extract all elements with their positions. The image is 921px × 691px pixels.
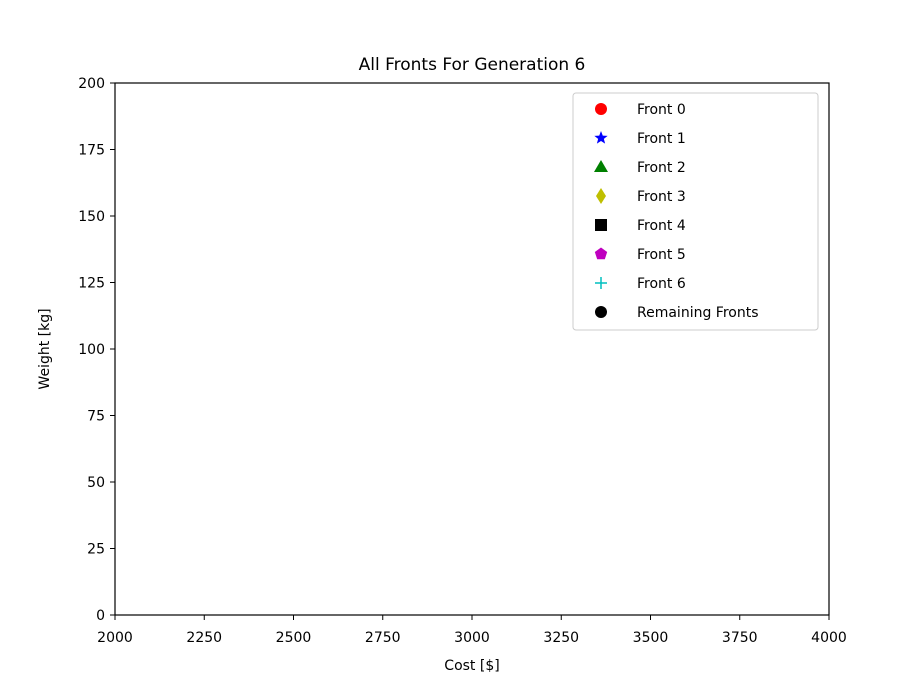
square-marker [595, 219, 607, 231]
pentagon-marker [594, 247, 608, 260]
x-tick-label: 3250 [543, 630, 579, 646]
y-tick-label: 0 [96, 608, 105, 624]
circle-marker [595, 103, 607, 115]
legend-entry: Front 3 [596, 188, 686, 205]
x-axis-label: Cost [$] [444, 658, 499, 674]
x-tick-label: 4000 [811, 630, 847, 646]
legend-entry-label: Front 0 [637, 102, 686, 118]
legend-entry: Front 2 [594, 160, 686, 176]
legend-entry: Front 1 [594, 131, 686, 147]
legend-entry: Remaining Fronts [595, 305, 759, 321]
legend: Front 0 Front 1 Front 2 Front 3 Front 4 Front… [572, 92, 819, 331]
legend-entry-label: Front 6 [637, 276, 686, 292]
thin-diamond-marker [596, 188, 606, 204]
x-tick-label: 3750 [722, 630, 758, 646]
y-axis-ticks: 0 25 50 75 100 125 150 175 200 [78, 76, 115, 624]
x-tick-label: 2500 [276, 630, 312, 646]
star-marker [594, 131, 608, 144]
x-axis-ticks: 2000 2250 2500 2750 3000 3250 3500 3750 4000 [97, 615, 847, 646]
y-tick-label: 100 [78, 342, 105, 358]
legend-entry-label: Front 4 [637, 218, 686, 234]
legend-frame [572, 92, 819, 331]
x-tick-label: 2000 [97, 630, 133, 646]
y-tick-label: 200 [78, 76, 105, 92]
x-tick-label: 2750 [365, 630, 401, 646]
legend-entry-label: Remaining Fronts [637, 305, 759, 321]
y-tick-label: 125 [78, 276, 105, 292]
legend-entry-label: Front 5 [637, 247, 686, 263]
chart-title: All Fronts For Generation 6 [359, 55, 586, 75]
triangle-marker [594, 160, 608, 172]
y-axis-label: Weight [kg] [37, 308, 53, 389]
y-tick-label: 175 [78, 143, 105, 159]
circle-marker [595, 306, 607, 318]
legend-entry: Front 5 [594, 247, 686, 263]
x-tick-label: 3000 [454, 630, 490, 646]
y-tick-label: 25 [87, 542, 105, 558]
x-tick-label: 2250 [186, 630, 222, 646]
legend-entry-label: Front 1 [637, 131, 686, 147]
x-tick-label: 3500 [633, 630, 669, 646]
plus-marker [595, 277, 607, 289]
plot-area-frame [114, 82, 830, 616]
y-tick-label: 150 [78, 209, 105, 225]
legend-entry: Front 6 [595, 276, 686, 292]
legend-entry: Front 0 [595, 102, 686, 118]
y-tick-label: 75 [87, 409, 105, 425]
legend-entry-label: Front 2 [637, 160, 686, 176]
y-tick-label: 50 [87, 475, 105, 491]
legend-entry-label: Front 3 [637, 189, 686, 205]
legend-entry: Front 4 [595, 218, 686, 234]
